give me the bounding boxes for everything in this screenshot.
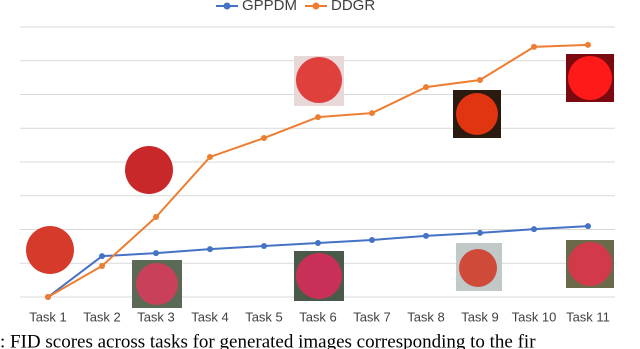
- data-point: [99, 262, 105, 269]
- data-point: [153, 250, 159, 257]
- data-point: [369, 236, 375, 243]
- x-tick-label: Task 8: [407, 309, 445, 324]
- data-point: [261, 243, 267, 250]
- x-tick-label: Task 5: [245, 309, 283, 324]
- apple-image: [456, 93, 498, 135]
- data-point: [207, 153, 213, 160]
- x-tick-label: Task 2: [83, 309, 121, 324]
- x-tick-label: Task 1: [29, 309, 67, 324]
- data-point: [207, 246, 213, 253]
- data-point: [585, 223, 591, 230]
- caption: : FID scores across tasks for generated …: [0, 331, 536, 349]
- data-point: [261, 135, 267, 142]
- x-tick-label: Task 7: [353, 309, 391, 324]
- data-point: [423, 84, 429, 91]
- x-tick-label: Task 11: [566, 309, 610, 324]
- legend-label: DDGR: [331, 0, 375, 14]
- data-point: [585, 41, 591, 48]
- apple-image: [296, 253, 342, 299]
- apple-image: [568, 56, 612, 100]
- x-tick-label: Task 6: [299, 309, 337, 324]
- data-point: [477, 229, 483, 236]
- data-point: [369, 110, 375, 117]
- data-point: [423, 232, 429, 239]
- x-tick-label: Task 9: [461, 309, 499, 324]
- apple-image: [459, 249, 497, 287]
- legend-marker: [223, 2, 231, 10]
- legend-marker: [312, 2, 320, 10]
- data-point: [531, 43, 537, 50]
- data-point: [531, 226, 537, 233]
- data-point: [315, 240, 321, 246]
- data-point: [99, 253, 105, 260]
- legend-label: GPPDM: [242, 0, 297, 14]
- apple-image: [125, 146, 173, 194]
- apple-image: [568, 242, 612, 286]
- data-point: [45, 294, 51, 300]
- thumbnails: [26, 54, 614, 308]
- data-point: [315, 114, 321, 121]
- apple-image: [296, 57, 342, 103]
- apple-image: [26, 226, 74, 274]
- x-tick-label: Task 10: [512, 309, 557, 324]
- data-point: [153, 214, 159, 221]
- x-tick-label: Task 4: [191, 309, 229, 324]
- apple-image: [136, 263, 178, 305]
- data-point: [477, 76, 483, 83]
- x-tick-label: Task 3: [137, 309, 175, 324]
